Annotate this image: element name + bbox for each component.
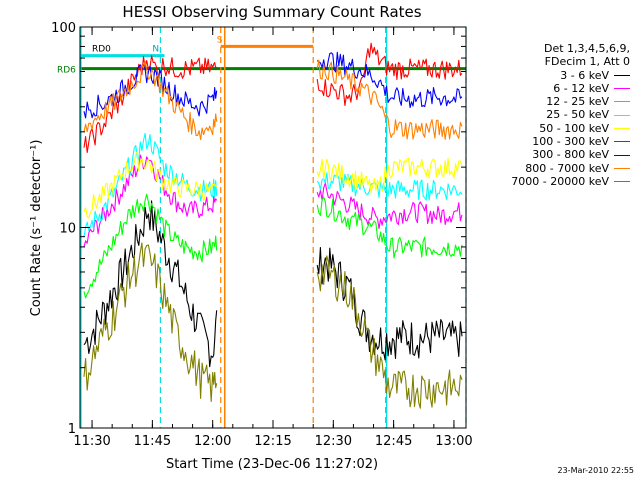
timestamp: 23-Mar-2010 22:55 [557,466,635,475]
legend-label: 800 - 7000 keV [525,161,609,175]
legend-label: 300 - 800 keV [532,148,609,162]
series-25-50-kev [83,132,463,237]
flag-label-s: S [217,35,223,45]
legend-entry: 7000 - 20000 keV [470,175,630,188]
x-tick-label-3: 12:15 [254,434,291,449]
series-6-12-kev [83,154,463,248]
legend-label: 12 - 25 keV [546,95,609,109]
series-line-0 [83,200,463,368]
plot-frame [79,26,467,429]
y-tick-label-1: 10 [59,222,76,237]
y-tick-label-0: 1 [68,422,76,437]
x-axis-label: Start Time (23-Dec-06 11:27:02) [166,457,378,472]
legend-swatch [614,154,630,156]
plot-border [79,26,467,429]
legend-label: 50 - 100 keV [539,121,609,135]
series-7000-20000-kev [83,242,463,409]
legend-swatch [614,88,630,90]
x-tick-label-1: 11:45 [134,434,171,449]
legend-entry: 50 - 100 keV [470,122,630,135]
legend-swatch [614,101,630,103]
x-tick-label-6: 13:00 [435,434,472,449]
y-axis-label: Count Rate (s⁻¹ detector⁻¹) [29,140,44,317]
series-12-25-kev [83,193,463,299]
series-line-4 [83,151,463,219]
legend-entries: 3 - 6 keV 6 - 12 keV 12 - 25 keV 25 - 50 ke… [470,69,630,189]
x-tick-label-5: 12:45 [375,434,412,449]
legend-entry: 12 - 25 keV [470,95,630,108]
y-tick-label-2: 100 [51,21,76,36]
legend-entry: 25 - 50 keV [470,108,630,121]
series-800-7000-kev [83,59,463,141]
series-line-7 [83,59,463,141]
legend-entry: 6 - 12 keV [470,82,630,95]
flag-bars: RD6 RD0 N S [57,35,466,76]
legend-label: 7000 - 20000 keV [511,174,609,188]
x-tick-label-2: 12:00 [194,434,231,449]
series-100-300-kev [83,42,463,153]
legend-entry: 100 - 300 keV [470,135,630,148]
legend-entry: 800 - 7000 keV [470,162,630,175]
legend-label: 100 - 300 keV [532,135,609,149]
legend-swatch [614,127,630,129]
flag-label-rd0: RD0 [92,45,111,55]
legend-header-line-2: FDecim 1, Att 0 [544,55,630,69]
series-3-6-kev [83,200,463,368]
legend-swatch [614,114,630,116]
series-line-6 [83,51,463,119]
legend-entry: 3 - 6 keV [470,69,630,82]
series-line-5 [83,42,463,153]
legend-label: 6 - 12 keV [553,81,609,95]
series-line-3 [83,132,463,237]
legend-header-line-1: Det 1,3,4,5,6,9, [543,42,630,55]
legend: Det 1,3,4,5,6,9, FDecim 1, Att 0 3 - 6 k… [470,42,630,188]
flag-label-rd6: RD6 [57,66,76,76]
series-300-800-kev [83,51,463,119]
series-line-8 [83,242,463,409]
flag-label-n: N [152,45,159,55]
legend-swatch [614,141,630,143]
x-tick-label-4: 12:30 [315,434,352,449]
legend-entry: 300 - 800 keV [470,148,630,161]
axis-ticks: 11:30 11:45 12:00 12:15 12:30 12:45 13:00 1 10 10… [51,21,473,449]
time-markers [80,27,467,428]
series-line-2 [83,193,463,299]
legend-label: 3 - 6 keV [560,68,609,82]
series-50-100-kev [83,151,463,219]
legend-label: 25 - 50 keV [546,108,609,122]
legend-swatch [614,181,630,183]
series-line-1 [83,154,463,248]
legend-swatch [614,74,630,76]
legend-swatch [614,167,630,169]
data-series [83,42,463,409]
x-tick-label-0: 11:30 [73,434,110,449]
chart-title: HESSI Observing Summary Count Rates [122,3,421,21]
